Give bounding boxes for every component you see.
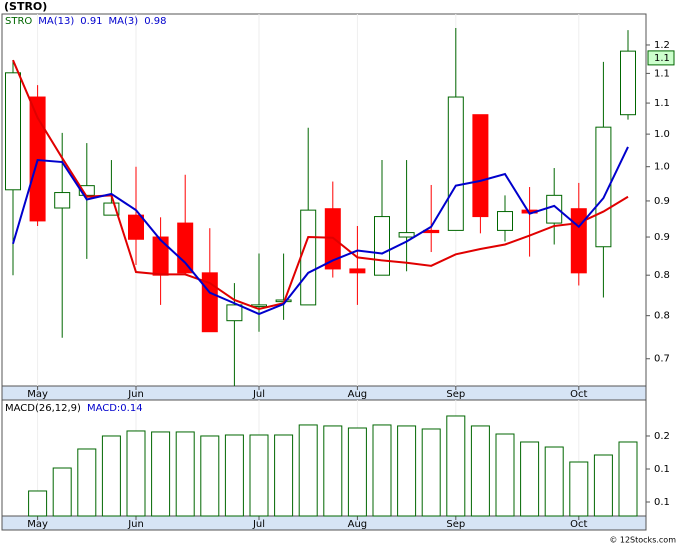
y-tick-label: 1.0: [654, 162, 670, 173]
x-tick-label: May: [27, 519, 48, 530]
x-tick-label: Jun: [127, 519, 144, 530]
macd-bar: [618, 441, 638, 517]
x-tick-label: Aug: [348, 389, 368, 400]
candle-body: [29, 96, 46, 222]
legend: STRO MA(13) 0.91 MA(3) 0.98: [5, 16, 166, 27]
candle-body: [398, 232, 415, 238]
candle-body: [177, 222, 194, 274]
macd-bar: [372, 424, 392, 517]
macd-legend: MACD(26,12,9) MACD:0.14: [5, 403, 143, 414]
macd-bar: [126, 430, 146, 517]
candle-body: [226, 304, 243, 322]
macd-value: MACD:0.14: [87, 403, 143, 414]
x-tick-label: May: [27, 389, 48, 400]
macd-bar: [200, 435, 220, 517]
candle-body: [497, 211, 513, 231]
macd-bar: [569, 461, 589, 517]
macd-title: MACD(26,12,9): [5, 403, 81, 414]
candle-body: [152, 236, 169, 276]
macd-bar: [421, 428, 441, 517]
y-tick-label: 1.1: [654, 98, 670, 109]
macd-bar: [274, 434, 294, 517]
macd-bar: [446, 415, 466, 517]
candle-body: [5, 72, 21, 191]
x-tick-label: Oct: [570, 519, 587, 530]
candle-body: [570, 208, 587, 274]
legend-value: 0.91: [80, 16, 102, 27]
macd-bar: [101, 435, 121, 517]
candle-body: [595, 126, 612, 248]
macd-bar: [175, 431, 195, 517]
legend-name: MA(3): [109, 16, 139, 27]
x-tick-label: Jul: [252, 519, 265, 530]
macd-bar: [593, 454, 613, 517]
x-tick-label: Jul: [252, 389, 265, 400]
last-price-box: [647, 50, 675, 66]
y-tick-label: 0.8: [654, 311, 670, 322]
macd-bar: [298, 424, 318, 517]
credit: © 12Stocks.com: [609, 536, 676, 545]
candle-body: [447, 96, 464, 231]
candle-body: [54, 192, 71, 209]
candle-body: [128, 214, 144, 240]
price-x-axis: [1, 385, 647, 401]
macd-bar: [397, 425, 417, 517]
chart-title: (STRO): [4, 0, 47, 13]
ma-line: [12, 59, 629, 311]
y-tick-label: 1.1: [654, 68, 670, 79]
macd-bar: [77, 448, 97, 517]
legend-value: 0.98: [144, 16, 166, 27]
macd-x-axis: [1, 515, 647, 531]
macd-bar: [224, 434, 244, 517]
x-tick-label: Aug: [348, 519, 368, 530]
y-tick-label: 0.9: [654, 232, 670, 243]
y-tick-label: 0.7: [654, 354, 670, 365]
legend-ticker: STRO: [5, 16, 32, 27]
x-tick-label: Sep: [446, 389, 465, 400]
macd-bar: [544, 446, 564, 517]
candle-body: [374, 216, 390, 276]
macd-bar: [323, 425, 343, 517]
macd-bar: [495, 433, 515, 517]
y-tick-label: 0.9: [654, 196, 670, 207]
macd-bar: [470, 425, 490, 517]
macd-bar: [520, 441, 540, 517]
y-tick-label: 0.1: [654, 497, 670, 508]
x-tick-label: Oct: [570, 389, 587, 400]
y-tick-label: 0.2: [654, 431, 670, 442]
y-tick-label: 0.1: [654, 464, 670, 475]
candle-body: [620, 50, 636, 116]
y-tick-label: 1.0: [654, 129, 670, 140]
candle-body: [472, 114, 489, 218]
x-tick-label: Sep: [446, 519, 465, 530]
y-tick-label: 0.8: [654, 270, 670, 281]
macd-bar: [52, 467, 72, 517]
candle-body: [349, 268, 366, 274]
x-tick-label: Jun: [127, 389, 144, 400]
macd-bar: [249, 434, 269, 517]
candle-body: [300, 209, 317, 306]
macd-bar: [347, 427, 367, 517]
ma-line: [12, 146, 629, 316]
macd-bar: [151, 431, 171, 517]
last-price-label: 1.1: [654, 53, 670, 64]
legend-name: MA(13): [38, 16, 74, 27]
y-tick-label: 1.2: [654, 40, 670, 51]
macd-bar: [28, 490, 48, 517]
